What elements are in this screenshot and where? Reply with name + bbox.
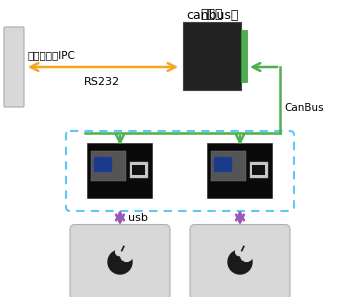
FancyBboxPatch shape	[214, 157, 232, 172]
Circle shape	[236, 248, 243, 256]
Text: RS232: RS232	[84, 77, 120, 87]
Circle shape	[228, 250, 252, 274]
FancyBboxPatch shape	[133, 165, 145, 175]
FancyBboxPatch shape	[208, 143, 272, 198]
Text: usb: usb	[128, 213, 148, 223]
FancyBboxPatch shape	[94, 157, 112, 172]
FancyBboxPatch shape	[250, 162, 268, 178]
FancyBboxPatch shape	[91, 151, 127, 181]
FancyBboxPatch shape	[183, 22, 241, 90]
FancyBboxPatch shape	[241, 30, 247, 82]
Text: CanBus: CanBus	[284, 103, 324, 113]
Text: canbus模: canbus模	[186, 9, 238, 22]
Circle shape	[116, 248, 123, 256]
Circle shape	[121, 249, 133, 261]
FancyBboxPatch shape	[88, 143, 152, 198]
FancyBboxPatch shape	[4, 27, 24, 107]
FancyBboxPatch shape	[130, 162, 148, 178]
Text: 单工站控制IPC: 单工站控制IPC	[28, 50, 76, 60]
Text: 串口转: 串口转	[201, 7, 223, 20]
FancyBboxPatch shape	[190, 225, 290, 297]
FancyBboxPatch shape	[70, 225, 170, 297]
Circle shape	[108, 250, 132, 274]
FancyBboxPatch shape	[252, 165, 265, 175]
Circle shape	[241, 249, 253, 261]
FancyBboxPatch shape	[211, 151, 247, 181]
